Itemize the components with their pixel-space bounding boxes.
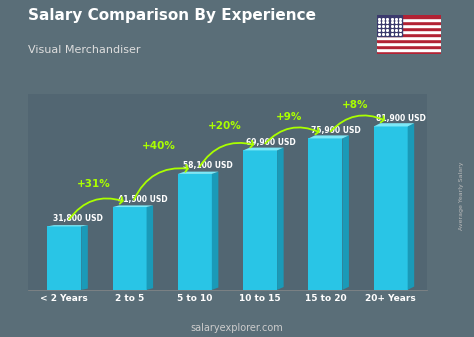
Bar xyxy=(377,30,441,33)
Bar xyxy=(377,21,441,24)
Bar xyxy=(377,45,441,48)
Text: Salary Comparison By Experience: Salary Comparison By Experience xyxy=(28,8,317,24)
Text: 75,900 USD: 75,900 USD xyxy=(311,126,361,135)
Text: +8%: +8% xyxy=(342,100,368,110)
Polygon shape xyxy=(342,135,349,290)
FancyBboxPatch shape xyxy=(178,174,212,290)
Polygon shape xyxy=(212,172,219,290)
Bar xyxy=(377,33,441,36)
Text: 58,100 USD: 58,100 USD xyxy=(183,161,233,171)
Bar xyxy=(377,15,441,18)
FancyBboxPatch shape xyxy=(113,207,146,290)
Polygon shape xyxy=(146,205,153,290)
FancyBboxPatch shape xyxy=(374,126,408,290)
Text: Average Yearly Salary: Average Yearly Salary xyxy=(458,161,464,230)
Text: Visual Merchandiser: Visual Merchandiser xyxy=(28,45,141,56)
Text: salaryexplorer.com: salaryexplorer.com xyxy=(191,323,283,333)
FancyBboxPatch shape xyxy=(47,226,82,290)
Bar xyxy=(377,18,441,21)
Polygon shape xyxy=(243,148,283,150)
Text: +20%: +20% xyxy=(208,121,241,131)
Polygon shape xyxy=(113,205,153,207)
Polygon shape xyxy=(374,123,414,126)
Bar xyxy=(377,51,441,54)
Text: +31%: +31% xyxy=(77,179,110,188)
Polygon shape xyxy=(47,225,88,226)
Polygon shape xyxy=(309,135,349,139)
Text: 81,900 USD: 81,900 USD xyxy=(376,114,426,123)
FancyBboxPatch shape xyxy=(243,150,277,290)
Bar xyxy=(377,48,441,51)
Bar xyxy=(377,39,441,42)
Polygon shape xyxy=(178,172,219,174)
Polygon shape xyxy=(82,225,88,290)
Bar xyxy=(377,15,402,36)
Text: 69,900 USD: 69,900 USD xyxy=(246,138,296,147)
Bar xyxy=(377,36,441,39)
FancyBboxPatch shape xyxy=(309,139,342,290)
Bar xyxy=(377,27,441,30)
Text: +40%: +40% xyxy=(142,141,176,151)
Text: +9%: +9% xyxy=(276,112,303,122)
Text: 41,500 USD: 41,500 USD xyxy=(118,194,167,204)
Polygon shape xyxy=(408,123,414,290)
Text: 31,800 USD: 31,800 USD xyxy=(53,214,102,223)
Bar xyxy=(377,42,441,45)
Bar xyxy=(377,24,441,27)
Polygon shape xyxy=(277,148,283,290)
